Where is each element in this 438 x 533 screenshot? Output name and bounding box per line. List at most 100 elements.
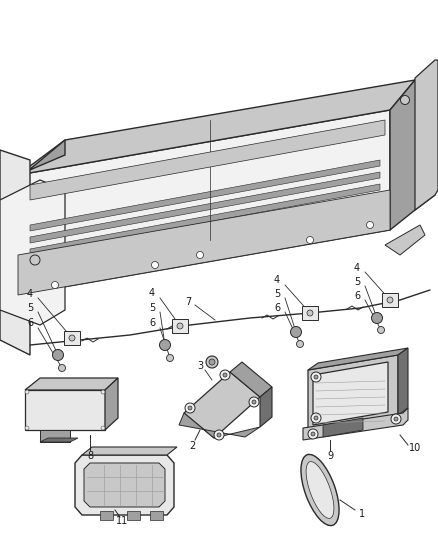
Circle shape xyxy=(371,312,382,324)
Circle shape xyxy=(220,370,230,380)
Text: 5: 5 xyxy=(274,289,280,299)
Text: 4: 4 xyxy=(149,288,155,298)
Circle shape xyxy=(367,222,374,229)
Text: 4: 4 xyxy=(354,263,360,273)
Polygon shape xyxy=(0,180,65,325)
Text: 6: 6 xyxy=(274,303,280,313)
Polygon shape xyxy=(40,438,78,442)
Circle shape xyxy=(223,373,227,377)
Circle shape xyxy=(311,413,321,423)
Polygon shape xyxy=(230,362,272,397)
Circle shape xyxy=(214,430,224,440)
Polygon shape xyxy=(30,120,385,200)
Polygon shape xyxy=(323,418,363,437)
Polygon shape xyxy=(5,175,18,335)
Circle shape xyxy=(185,403,195,413)
Polygon shape xyxy=(385,225,425,255)
Polygon shape xyxy=(25,378,118,390)
Circle shape xyxy=(307,310,313,316)
Polygon shape xyxy=(75,455,174,515)
Polygon shape xyxy=(30,160,380,231)
Polygon shape xyxy=(308,348,408,370)
Text: 4: 4 xyxy=(274,275,280,285)
Circle shape xyxy=(252,400,256,404)
Text: 6: 6 xyxy=(27,318,33,328)
Text: 2: 2 xyxy=(189,441,195,451)
Text: 11: 11 xyxy=(116,516,128,526)
Circle shape xyxy=(206,356,218,368)
Circle shape xyxy=(25,426,29,430)
Polygon shape xyxy=(18,190,390,295)
Polygon shape xyxy=(308,355,398,430)
Circle shape xyxy=(290,327,301,337)
Polygon shape xyxy=(179,413,260,438)
Circle shape xyxy=(391,414,401,424)
Circle shape xyxy=(101,390,105,394)
Circle shape xyxy=(159,340,170,351)
FancyBboxPatch shape xyxy=(127,511,139,520)
Polygon shape xyxy=(40,430,70,442)
Polygon shape xyxy=(5,140,65,310)
Circle shape xyxy=(308,429,318,439)
Text: 5: 5 xyxy=(149,303,155,313)
Circle shape xyxy=(378,327,385,334)
FancyBboxPatch shape xyxy=(99,511,113,520)
Polygon shape xyxy=(0,150,30,355)
Text: 7: 7 xyxy=(185,297,191,307)
Text: 1: 1 xyxy=(359,509,365,519)
Ellipse shape xyxy=(301,455,339,526)
Polygon shape xyxy=(415,60,438,210)
FancyBboxPatch shape xyxy=(382,293,398,307)
Circle shape xyxy=(249,397,259,407)
Circle shape xyxy=(188,406,192,410)
Circle shape xyxy=(311,432,315,436)
FancyBboxPatch shape xyxy=(149,511,162,520)
Text: 5: 5 xyxy=(27,303,33,313)
Circle shape xyxy=(209,359,215,365)
Polygon shape xyxy=(260,387,272,427)
Circle shape xyxy=(307,237,314,244)
Circle shape xyxy=(311,372,321,382)
FancyBboxPatch shape xyxy=(302,306,318,320)
Polygon shape xyxy=(30,172,380,243)
Polygon shape xyxy=(18,110,390,295)
Circle shape xyxy=(25,390,29,394)
Circle shape xyxy=(69,335,75,341)
Circle shape xyxy=(30,255,40,265)
Circle shape xyxy=(394,417,398,421)
Text: 4: 4 xyxy=(27,289,33,299)
Circle shape xyxy=(297,341,304,348)
Polygon shape xyxy=(303,408,408,440)
Text: 5: 5 xyxy=(354,277,360,287)
Circle shape xyxy=(52,281,59,288)
Circle shape xyxy=(53,350,64,360)
FancyBboxPatch shape xyxy=(172,319,188,333)
Polygon shape xyxy=(313,362,388,425)
Polygon shape xyxy=(30,184,380,255)
Polygon shape xyxy=(390,78,435,230)
Polygon shape xyxy=(184,372,260,438)
Circle shape xyxy=(59,365,66,372)
Circle shape xyxy=(177,323,183,329)
Circle shape xyxy=(217,433,221,437)
Circle shape xyxy=(101,426,105,430)
Circle shape xyxy=(314,416,318,420)
Text: 8: 8 xyxy=(87,451,93,461)
Ellipse shape xyxy=(306,462,334,519)
Circle shape xyxy=(314,375,318,379)
Polygon shape xyxy=(25,390,105,430)
Text: 6: 6 xyxy=(149,318,155,328)
Text: 9: 9 xyxy=(327,451,333,461)
Polygon shape xyxy=(82,447,177,455)
Text: 6: 6 xyxy=(354,291,360,301)
Text: 10: 10 xyxy=(409,443,421,453)
FancyBboxPatch shape xyxy=(64,331,80,345)
Circle shape xyxy=(152,262,159,269)
Polygon shape xyxy=(18,80,415,175)
Polygon shape xyxy=(105,378,118,430)
Polygon shape xyxy=(84,463,165,507)
Circle shape xyxy=(400,95,410,104)
Circle shape xyxy=(197,252,204,259)
Text: 3: 3 xyxy=(197,361,203,371)
Circle shape xyxy=(387,297,393,303)
